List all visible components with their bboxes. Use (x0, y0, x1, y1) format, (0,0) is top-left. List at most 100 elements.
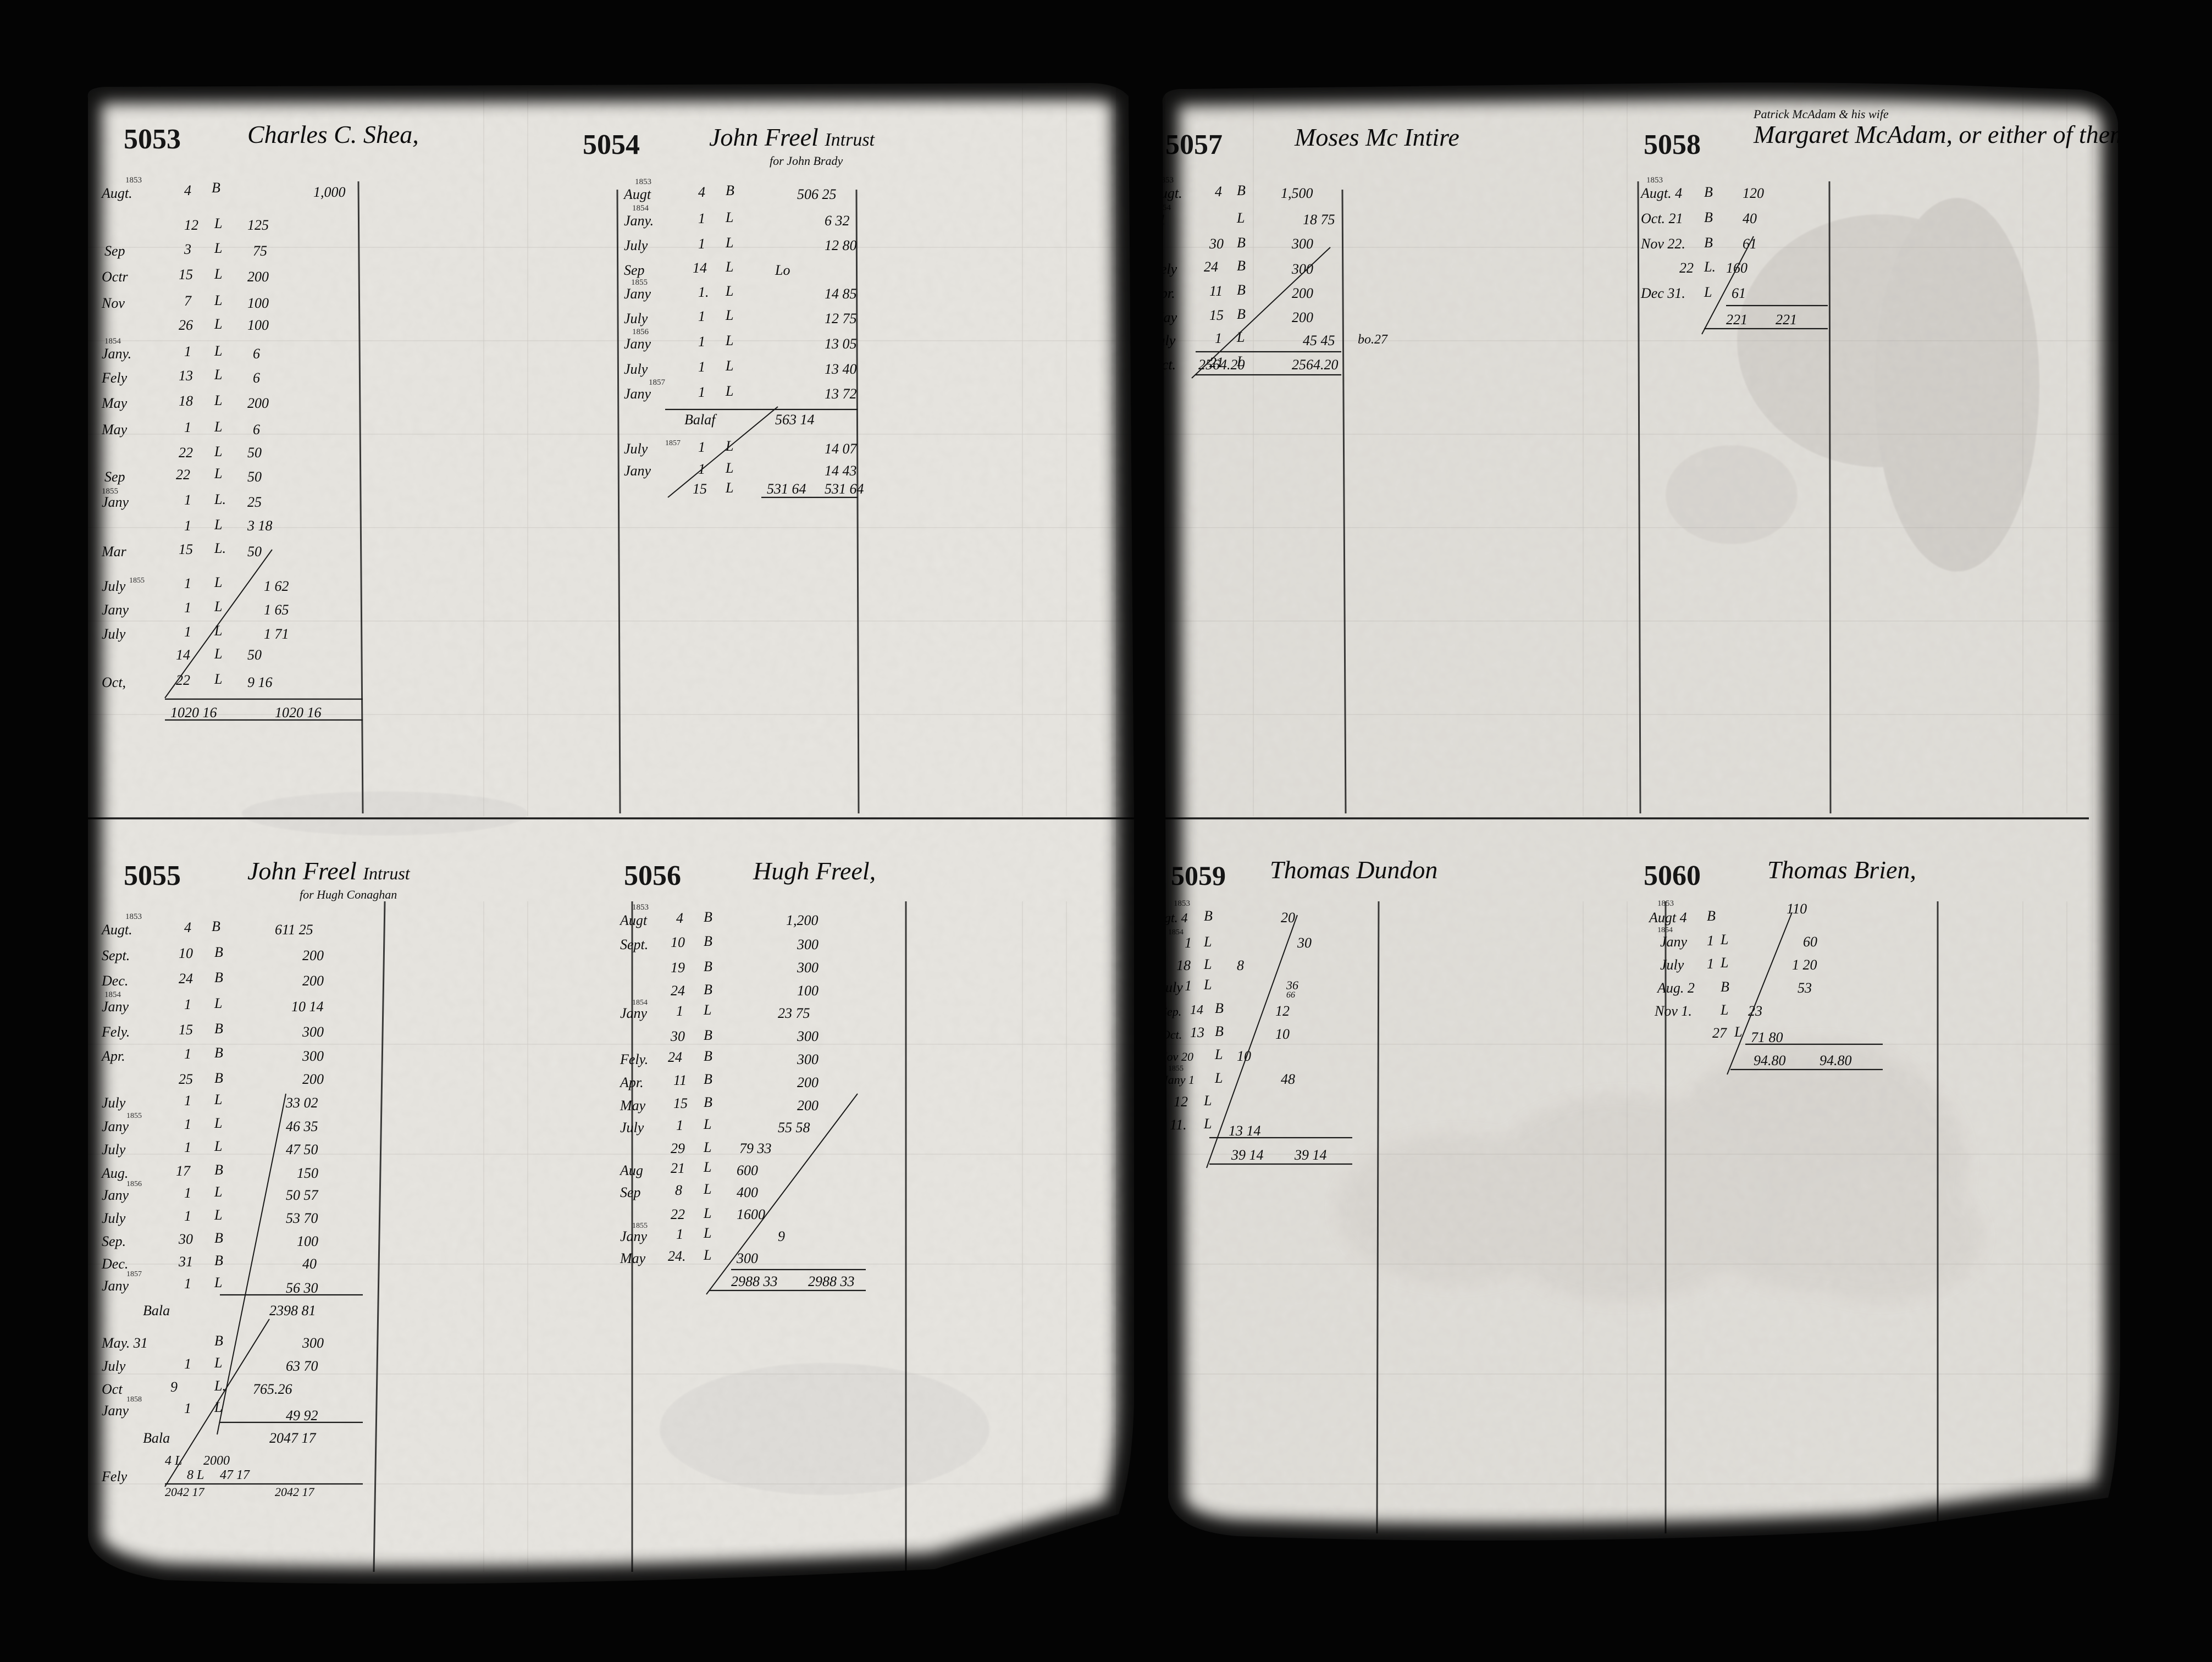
svg-text:Dec 31.: Dec 31. (1640, 285, 1685, 301)
svg-text:L: L (214, 1355, 222, 1371)
svg-text:Dec.: Dec. (101, 973, 128, 989)
svg-text:L: L (1720, 1002, 1728, 1018)
svg-text:22: 22 (179, 445, 193, 461)
svg-text:8: 8 (1237, 957, 1244, 973)
svg-text:1: 1 (698, 334, 705, 350)
svg-text:B: B (1704, 209, 1713, 225)
svg-text:29: 29 (671, 1140, 685, 1156)
svg-text:30: 30 (1297, 935, 1312, 951)
svg-text:1856: 1856 (126, 1180, 142, 1188)
svg-text:Moses Mc Intire: Moses Mc Intire (1294, 123, 1459, 151)
svg-text:1,500: 1,500 (1281, 185, 1313, 201)
svg-text:Jany: Jany (624, 286, 651, 302)
svg-text:1: 1 (1707, 956, 1714, 972)
svg-text:221: 221 (1776, 312, 1797, 328)
svg-text:24: 24 (671, 983, 685, 999)
svg-text:Aug. 2: Aug. 2 (1656, 980, 1695, 996)
svg-text:Sep.: Sep. (102, 1233, 126, 1249)
svg-text:1 20: 1 20 (1792, 957, 1817, 973)
svg-text:L: L (214, 1184, 222, 1200)
svg-text:Sep: Sep (104, 469, 125, 485)
svg-text:July: July (102, 578, 126, 594)
svg-text:L: L (214, 599, 222, 614)
svg-text:B: B (214, 1333, 223, 1349)
svg-text:Nov: Nov (101, 295, 125, 311)
svg-text:L: L (725, 307, 733, 323)
svg-text:11: 11 (673, 1072, 687, 1088)
svg-text:L: L (214, 367, 222, 383)
svg-text:May: May (620, 1250, 646, 1266)
svg-text:L: L (703, 1247, 711, 1263)
svg-text:25: 25 (247, 494, 262, 510)
svg-text:July: July (624, 237, 648, 253)
svg-text:94.80: 94.80 (1754, 1052, 1786, 1068)
svg-text:53 70: 53 70 (286, 1210, 318, 1226)
svg-text:5053: 5053 (124, 124, 181, 155)
svg-text:50: 50 (247, 647, 262, 663)
svg-text:Fely: Fely (101, 1469, 128, 1484)
svg-text:Mar: Mar (101, 544, 127, 559)
svg-text:Oct,: Oct, (102, 674, 126, 690)
svg-text:31: 31 (178, 1254, 193, 1270)
svg-text:47 17: 47 17 (220, 1468, 250, 1482)
svg-text:B: B (704, 933, 712, 949)
svg-text:L: L (1203, 977, 1212, 993)
svg-text:221: 221 (1726, 312, 1748, 328)
svg-text:1: 1 (184, 1400, 191, 1416)
svg-text:1: 1 (184, 518, 191, 534)
svg-text:B: B (704, 1071, 712, 1087)
svg-text:B: B (1704, 184, 1713, 200)
svg-text:300: 300 (797, 937, 819, 952)
svg-text:Dec.: Dec. (101, 1256, 128, 1272)
svg-text:1: 1 (698, 439, 705, 455)
svg-text:Oct: Oct (102, 1381, 123, 1397)
svg-text:18 75: 18 75 (1303, 212, 1335, 228)
svg-text:B: B (704, 959, 712, 974)
svg-text:1: 1 (698, 236, 705, 252)
svg-text:Apr.: Apr. (101, 1048, 125, 1064)
svg-text:B: B (1204, 908, 1213, 924)
svg-text:Nov 22.: Nov 22. (1640, 236, 1685, 252)
svg-text:1: 1 (184, 1276, 191, 1292)
svg-text:9: 9 (170, 1379, 178, 1395)
svg-text:L: L (214, 215, 222, 231)
svg-text:1: 1 (1707, 933, 1714, 949)
svg-text:7: 7 (184, 293, 192, 309)
svg-text:1855: 1855 (129, 577, 145, 585)
svg-text:1855: 1855 (126, 1112, 142, 1120)
svg-text:Margaret McAdam, or either of: Margaret McAdam, or either of them (1753, 120, 2128, 148)
svg-text:9 16: 9 16 (247, 674, 273, 690)
svg-text:for Hugh Conaghan: for Hugh Conaghan (300, 888, 397, 901)
svg-text:50: 50 (247, 544, 262, 559)
svg-text:110: 110 (1787, 901, 1807, 917)
svg-text:L: L (703, 1205, 711, 1221)
svg-text:L: L (1203, 1093, 1212, 1109)
svg-text:10: 10 (671, 934, 685, 950)
svg-text:L.: L. (214, 491, 226, 507)
svg-text:1.: 1. (698, 284, 709, 300)
svg-text:200: 200 (797, 1098, 819, 1113)
svg-text:B: B (1707, 908, 1716, 924)
svg-text:13: 13 (1190, 1024, 1204, 1040)
svg-text:100: 100 (297, 1233, 318, 1249)
svg-text:B: B (212, 918, 220, 934)
svg-text:Sept.: Sept. (620, 937, 648, 952)
svg-text:56 30: 56 30 (286, 1280, 318, 1296)
svg-text:1: 1 (1215, 330, 1222, 346)
svg-text:1: 1 (676, 1117, 683, 1133)
svg-text:B: B (704, 982, 712, 998)
svg-text:Sep: Sep (624, 262, 645, 278)
svg-text:Jany.: Jany. (102, 346, 131, 362)
svg-text:24.: 24. (668, 1248, 686, 1264)
svg-text:100: 100 (797, 983, 819, 999)
svg-text:Augt.: Augt. (101, 922, 132, 938)
svg-text:1: 1 (676, 1003, 683, 1019)
svg-text:B: B (1721, 979, 1729, 995)
svg-text:2988 33: 2988 33 (808, 1273, 855, 1289)
svg-text:611 25: 611 25 (275, 922, 313, 938)
svg-text:13: 13 (179, 368, 193, 384)
svg-text:15: 15 (179, 541, 193, 557)
svg-text:Thomas Dundon: Thomas Dundon (1270, 856, 1437, 884)
svg-text:1 62: 1 62 (264, 578, 289, 594)
svg-text:Bala: Bala (143, 1303, 170, 1318)
